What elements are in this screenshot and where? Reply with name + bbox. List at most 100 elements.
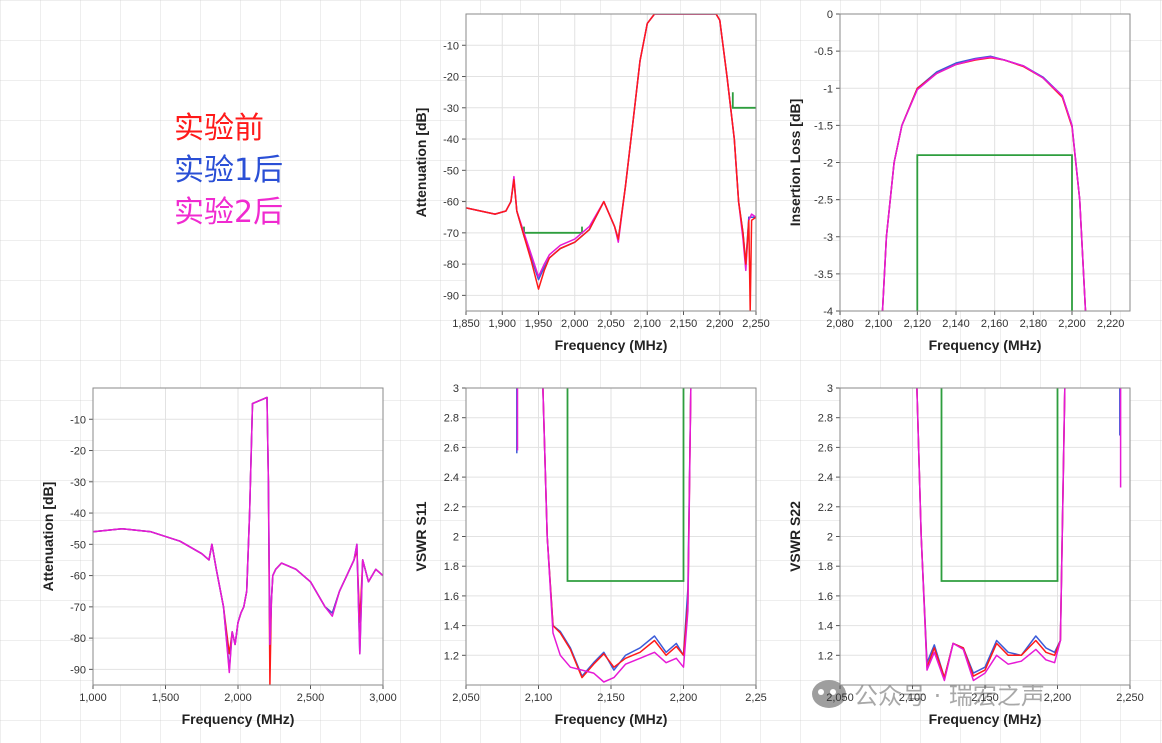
plot-frame	[839, 13, 1131, 312]
y-tick-label: 2.4	[818, 472, 833, 484]
x-axis-label: Frequency (MHz)	[555, 337, 668, 353]
y-tick-label: -40	[443, 134, 459, 146]
series-line-exp2	[916, 388, 1066, 682]
x-tick-label: 2,150	[971, 692, 999, 704]
y-tick-label: 2.4	[444, 472, 459, 484]
x-tick-label: 2,000	[224, 692, 252, 704]
x-tick-label: 2,25	[745, 692, 766, 704]
y-axis-label: Insertion Loss [dB]	[787, 99, 803, 227]
legend-item-exp2: 实验2后	[174, 195, 284, 230]
y-axis-label: Attenuation [dB]	[40, 482, 56, 592]
y-tick-label: -10	[443, 40, 459, 52]
x-tick-label: 2,120	[904, 318, 932, 330]
x-tick-label: 1,950	[525, 318, 553, 330]
x-tick-label: 2,100	[865, 318, 893, 330]
x-axis-label: Frequency (MHz)	[555, 711, 668, 727]
plot-frame	[465, 13, 757, 312]
series-line-before	[466, 14, 756, 311]
x-axis-label: Frequency (MHz)	[929, 337, 1042, 353]
y-tick-label: -1.5	[814, 120, 833, 132]
chart-vswr-s11: 2,050 2,100 2,150 2,200 2,25 1.2 1.4 1.6 1.8 2 2.2…	[413, 383, 767, 727]
y-axis-label: VSWR S22	[787, 501, 803, 572]
watermark-text: 公众号 · 瑞宏之声	[854, 682, 1045, 710]
x-tick-label: 2,160	[981, 318, 1009, 330]
y-tick-label: 2.2	[818, 502, 833, 514]
plot-frame	[839, 387, 1131, 686]
y-tick-label: 3	[453, 383, 459, 395]
y-tick-label: 3	[827, 383, 833, 395]
chart-attenuation-zoom: 1,850 1,900 1,950 2,000 2,050 2,100 2,150 2,200…	[413, 13, 770, 353]
x-axis-label: Frequency (MHz)	[182, 711, 295, 727]
y-tick-label: -2	[823, 158, 833, 170]
chart-attenuation-wide: 1,000 1,500 2,000 2,500 3,000 -10 -20 -30 -40 -50…	[40, 387, 397, 727]
x-tick-label: 2,050	[597, 318, 625, 330]
series-line-before	[916, 388, 1066, 679]
chart-insertion-loss: 2,080 2,100 2,120 2,140 2,160 2,180 2,200 2,220…	[787, 9, 1131, 353]
series-layer	[881, 55, 1087, 311]
y-tick-label: -30	[70, 477, 86, 489]
y-tick-label: -60	[70, 571, 86, 583]
y-tick-label: 0	[827, 9, 833, 21]
series-layer	[516, 388, 692, 683]
y-axis-label: Attenuation [dB]	[413, 108, 429, 218]
x-tick-label: 2,050	[452, 692, 480, 704]
y-tick-label: -80	[70, 633, 86, 645]
y-tick-label: -0.5	[814, 46, 833, 58]
y-tick-label: 2.2	[444, 502, 459, 514]
x-tick-label: 1,900	[488, 318, 516, 330]
y-tick-label: -90	[70, 664, 86, 676]
y-tick-label: 2	[453, 532, 459, 544]
y-tick-label: -30	[443, 103, 459, 115]
x-tick-label: 2,150	[670, 318, 698, 330]
y-tick-label: -4	[823, 306, 833, 318]
y-tick-label: -20	[70, 446, 86, 458]
y-tick-label: 2.8	[818, 413, 833, 425]
x-tick-label: 2,100	[525, 692, 553, 704]
y-tick-label: 1.6	[444, 591, 459, 603]
x-tick-label: 1,000	[79, 692, 107, 704]
x-tick-label: 2,050	[826, 692, 854, 704]
series-layer	[466, 14, 756, 311]
series-layer	[916, 388, 1122, 682]
series-line-exp2	[93, 396, 383, 674]
series-line-before	[542, 388, 692, 679]
x-tick-label: 1,500	[152, 692, 180, 704]
x-tick-label: 2,200	[1058, 318, 1086, 330]
x-tick-label: 2,140	[942, 318, 970, 330]
x-tick-label: 2,180	[1020, 318, 1048, 330]
y-tick-label: -50	[443, 165, 459, 177]
series-layer	[93, 396, 383, 685]
x-tick-label: 2,250	[1116, 692, 1144, 704]
y-tick-label: -50	[70, 539, 86, 551]
x-tick-label: 2,100	[633, 318, 661, 330]
spec-mask-line	[731, 92, 756, 109]
y-tick-label: 1.4	[818, 621, 833, 633]
y-tick-label: -80	[443, 259, 459, 271]
y-tick-label: 1.2	[818, 650, 833, 662]
y-tick-label: 1.2	[444, 650, 459, 662]
x-tick-label: 2,150	[597, 692, 625, 704]
y-tick-label: -10	[70, 414, 86, 426]
x-tick-label: 3,000	[369, 692, 397, 704]
x-tick-label: 2,200	[670, 692, 698, 704]
spec-mask-line	[523, 226, 583, 234]
x-tick-label: 2,000	[561, 318, 589, 330]
y-tick-label: -90	[443, 290, 459, 302]
y-tick-label: -40	[70, 508, 86, 520]
legend: 实验前 实验1后 实验2后	[174, 108, 283, 234]
x-tick-label: 2,500	[297, 692, 325, 704]
series-line-exp2	[542, 388, 692, 683]
y-tick-label: -1	[823, 83, 833, 95]
x-tick-label: 2,200	[1044, 692, 1072, 704]
chart-vswr-s22: 2,050 2,100 2,150 2,200 2,250 1.2 1.4 1.6 1.8 2 2.…	[787, 383, 1144, 727]
x-tick-label: 1,850	[452, 318, 480, 330]
y-axis-label: VSWR S11	[413, 501, 429, 571]
y-tick-label: 1.8	[444, 561, 459, 573]
x-tick-label: 2,250	[742, 318, 770, 330]
legend-item-exp1: 实验1后	[174, 153, 284, 188]
x-tick-label: 2,200	[706, 318, 734, 330]
y-tick-label: -70	[443, 228, 459, 240]
y-tick-label: -3	[823, 232, 833, 244]
y-tick-label: -70	[70, 602, 86, 614]
